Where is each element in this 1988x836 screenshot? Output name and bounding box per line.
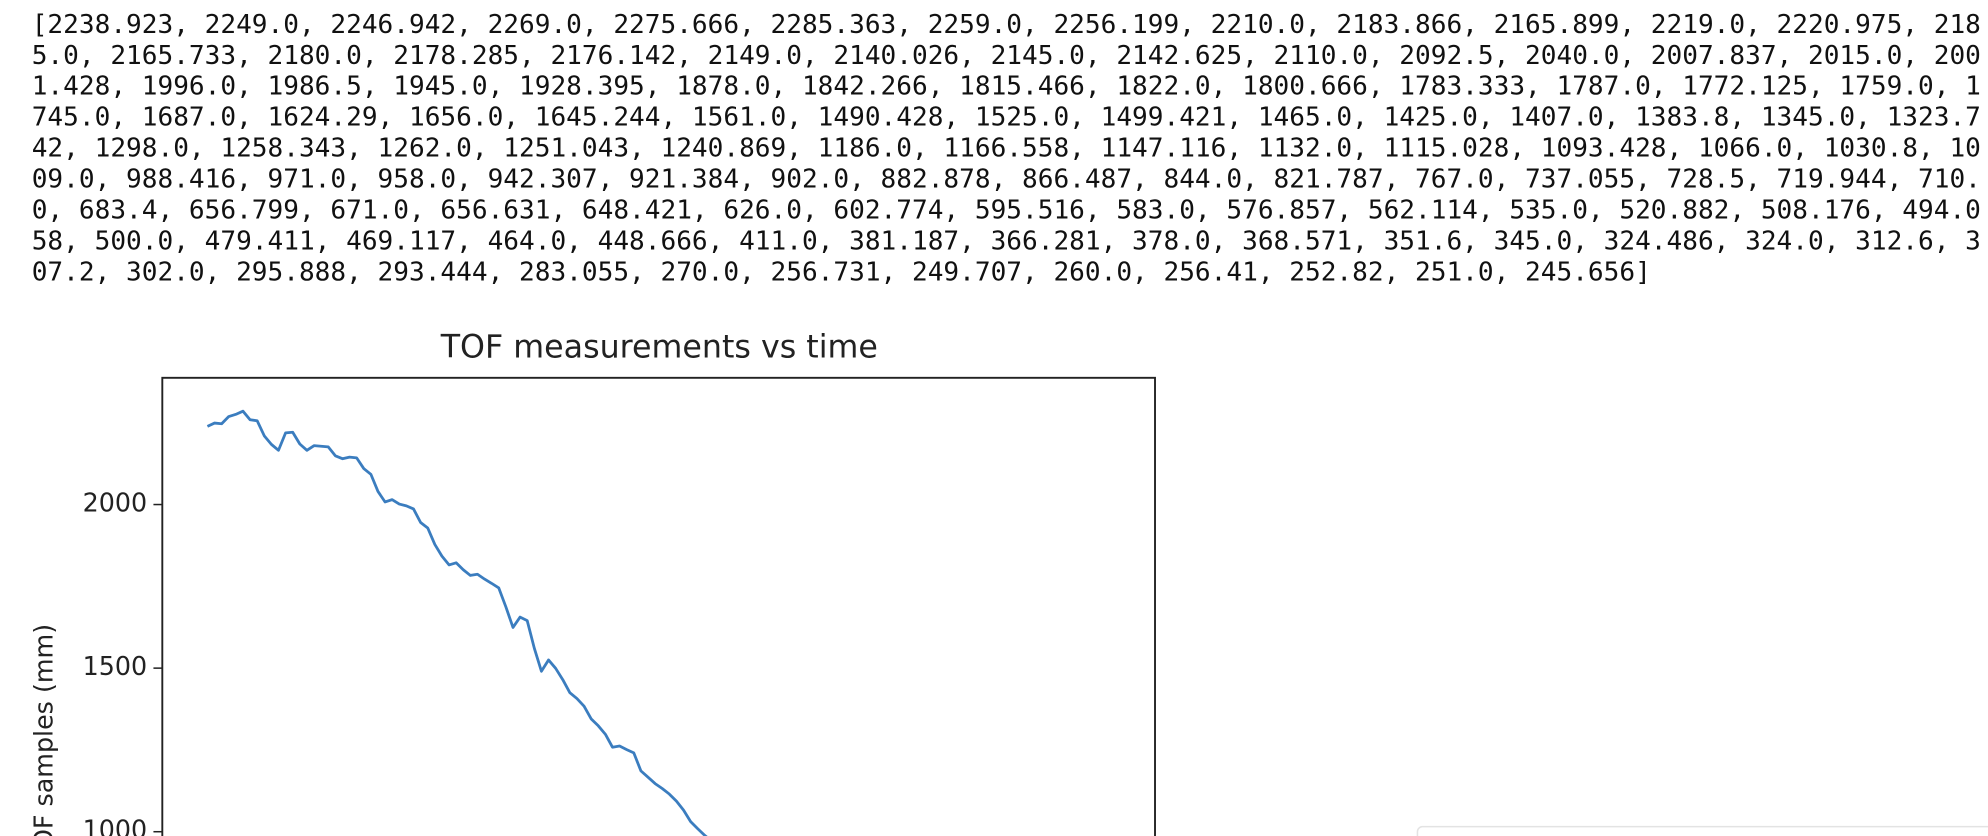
y-tick-label: 1500 <box>83 651 147 681</box>
output-line: 07.2, 302.0, 295.888, 293.444, 283.055, … <box>32 257 1651 287</box>
output-line: 1.428, 1996.0, 1986.5, 1945.0, 1928.395,… <box>32 72 1981 102</box>
output-line: 0, 683.4, 656.799, 671.0, 656.631, 648.4… <box>32 195 1981 225</box>
y-tick-label: 1000 <box>83 815 147 836</box>
output-line: 745.0, 1687.0, 1624.29, 1656.0, 1645.244… <box>32 103 1981 133</box>
y-axis-label: TOF samples (mm) <box>29 624 59 836</box>
widget-panel <box>1416 825 1988 836</box>
printed-output: [2238.923, 2249.0, 2246.942, 2269.0, 227… <box>32 10 1981 287</box>
output-line: [2238.923, 2249.0, 2246.942, 2269.0, 227… <box>32 10 1981 40</box>
output-line: 09.0, 988.416, 971.0, 958.0, 942.307, 92… <box>32 165 1981 195</box>
output-line: 5.0, 2165.733, 2180.0, 2178.285, 2176.14… <box>32 41 1981 71</box>
plot: 1000 1500 2000 <box>83 409 708 836</box>
y-tick-label: 2000 <box>83 488 147 518</box>
output-line: 42, 1298.0, 1258.343, 1262.0, 1251.043, … <box>32 134 1981 164</box>
line-series <box>206 409 708 836</box>
axes-frame <box>161 376 1156 836</box>
output-line: 58, 500.0, 479.411, 469.117, 464.0, 448.… <box>32 226 1981 256</box>
chart-title: TOF measurements vs time <box>440 330 878 366</box>
